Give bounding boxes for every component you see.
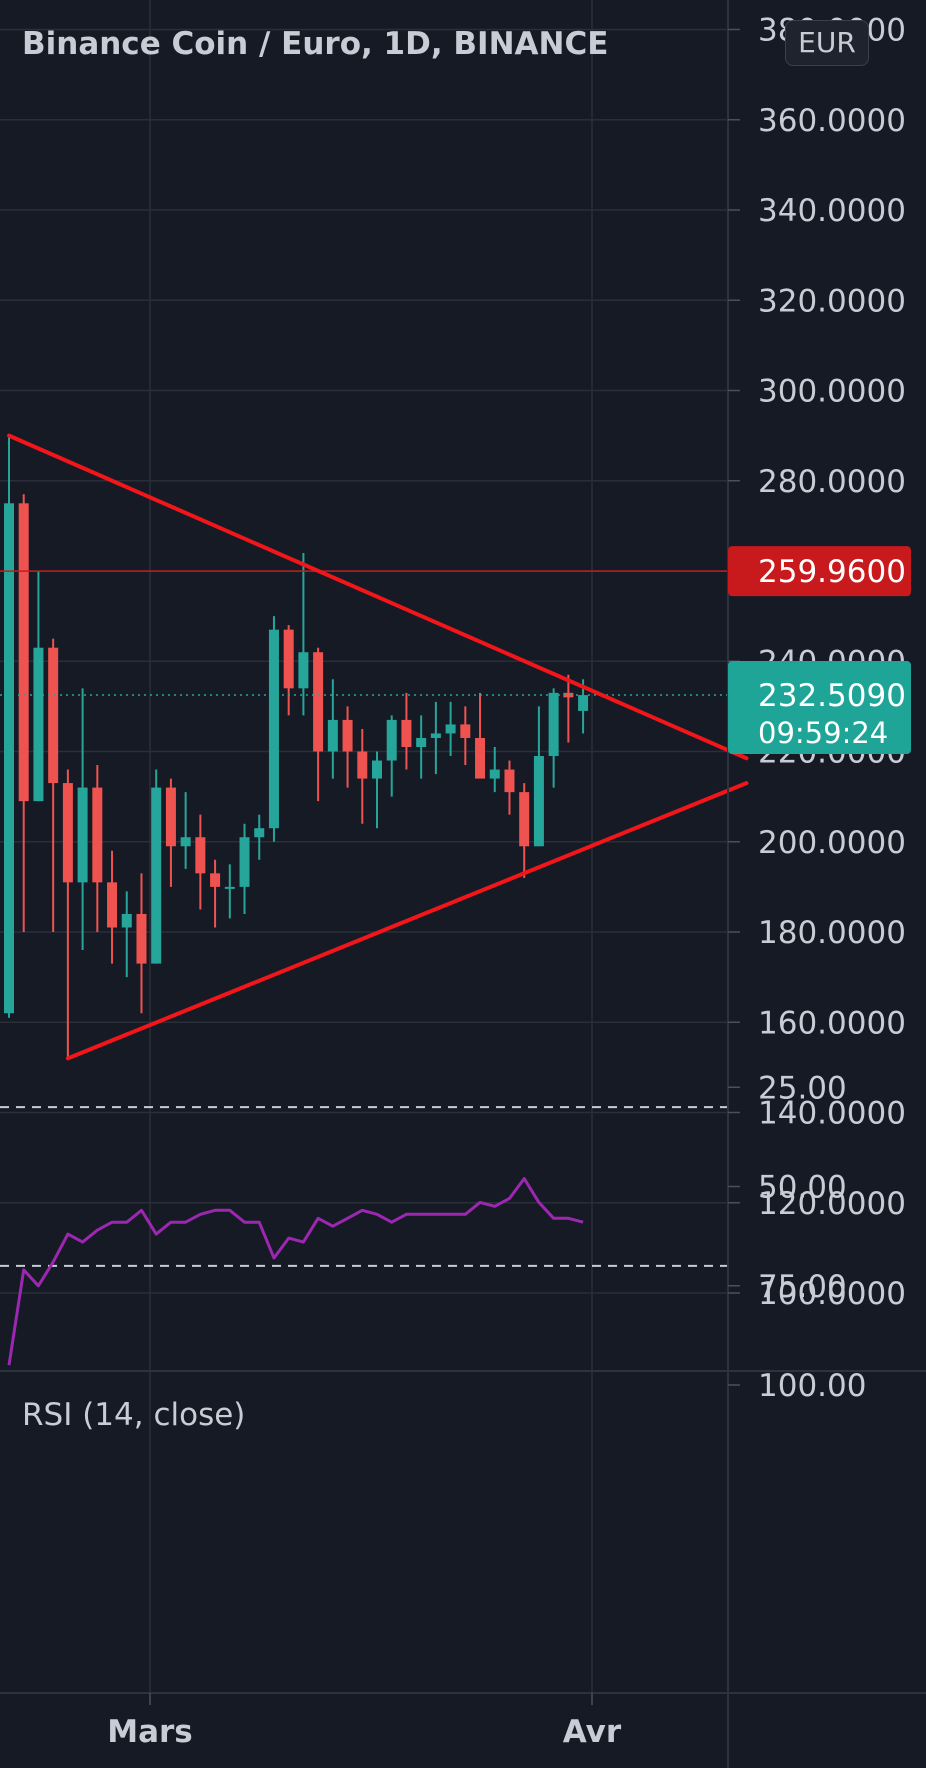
candle-body	[327, 719, 338, 752]
candlestick-series	[4, 435, 589, 1059]
candle-body	[430, 733, 441, 738]
candle-body	[92, 787, 103, 883]
candle-body	[151, 787, 162, 964]
candle-body	[254, 828, 265, 838]
candle-body	[62, 783, 73, 883]
price-tick-label: 360.0000	[758, 103, 906, 139]
resistance-price-label: 259.9600	[758, 554, 906, 590]
candle-body	[475, 737, 486, 779]
upper-trendline	[7, 433, 749, 761]
candle-body	[4, 503, 14, 1014]
price-tick-label: 120.0000	[758, 1186, 906, 1222]
candle-body	[48, 647, 59, 784]
last-price-box	[728, 661, 911, 755]
chart-title: Binance Coin / Euro, 1D, BINANCE	[22, 26, 609, 62]
rsi-line	[7, 1177, 584, 1366]
candle-body	[224, 886, 235, 889]
candle-body	[77, 787, 88, 883]
rsi-tick-label: 50.00	[758, 1170, 847, 1206]
candle-body	[460, 724, 471, 738]
price-tick-label: 340.0000	[758, 193, 906, 229]
candle-body	[342, 719, 353, 752]
candle-body	[107, 882, 118, 928]
candle-body	[357, 751, 368, 779]
lower-trendline	[65, 781, 749, 1061]
time-tick-label: Avr	[563, 1714, 622, 1750]
candle-body	[386, 719, 397, 761]
price-tick-label: 280.0000	[758, 464, 906, 500]
candle-body	[548, 692, 559, 757]
price-tick-label: 300.0000	[758, 374, 906, 410]
candle-body	[298, 652, 309, 689]
resistance-price-box	[728, 546, 911, 597]
candle-body	[180, 837, 191, 847]
candle-body	[136, 913, 147, 964]
candle-body	[372, 760, 382, 779]
bar-countdown-label: 09:59:24	[758, 716, 888, 750]
time-axis[interactable]: Mars Avr	[107, 1693, 622, 1750]
candle-body	[578, 695, 589, 711]
time-tick-label: Mars	[107, 1714, 193, 1750]
candle-body	[268, 629, 279, 829]
candle-body	[489, 769, 500, 779]
rsi-title: RSI (14, close)	[22, 1397, 246, 1433]
price-tick-label: 100.0000	[758, 1276, 906, 1312]
rsi-tick-label: 25.00	[758, 1070, 847, 1106]
candle-body	[239, 837, 250, 887]
last-price-label: 232.5090	[758, 678, 906, 714]
price-tick-label: 160.0000	[758, 1005, 906, 1041]
candle-body	[313, 652, 324, 752]
candle-body	[563, 692, 574, 698]
price-tick-label: 200.0000	[758, 825, 906, 861]
candle-body	[283, 629, 294, 689]
candle-body	[18, 503, 29, 802]
price-tick-label: 320.0000	[758, 283, 906, 319]
trend-lines	[0, 433, 749, 1061]
candle-body	[416, 737, 427, 747]
rsi-tick-label: 100.00	[758, 1368, 866, 1404]
candle-body	[121, 913, 132, 928]
rsi-axis[interactable]: 100.00 75.00 50.00 25.00	[728, 1070, 866, 1404]
candle-body	[519, 792, 530, 847]
candle-body	[533, 756, 544, 847]
candle-body	[210, 873, 221, 887]
price-tick-label: 140.0000	[758, 1096, 906, 1132]
candle-body	[504, 769, 515, 793]
candle-body	[401, 719, 412, 747]
rsi-tick-label: 75.00	[758, 1269, 847, 1305]
price-tick-label: 180.0000	[758, 915, 906, 951]
candle-body	[165, 787, 176, 847]
currency-button[interactable]: EUR	[785, 20, 869, 66]
candle-body	[445, 724, 456, 734]
candle-body	[195, 837, 206, 874]
candle-body	[33, 647, 44, 802]
price-grid-lines	[0, 28, 728, 1294]
